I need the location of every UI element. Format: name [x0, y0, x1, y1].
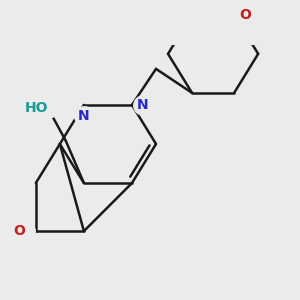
Text: O: O	[13, 224, 25, 238]
Text: O: O	[239, 8, 251, 22]
Text: N: N	[137, 98, 148, 112]
Text: HO: HO	[24, 101, 48, 115]
Text: N: N	[78, 109, 90, 123]
